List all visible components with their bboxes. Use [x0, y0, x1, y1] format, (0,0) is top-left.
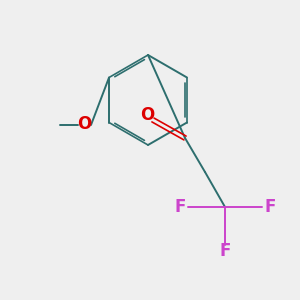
Text: F: F — [174, 198, 186, 216]
Text: O: O — [140, 106, 154, 124]
Text: O: O — [77, 115, 91, 133]
Text: F: F — [264, 198, 276, 216]
Text: F: F — [219, 242, 231, 260]
